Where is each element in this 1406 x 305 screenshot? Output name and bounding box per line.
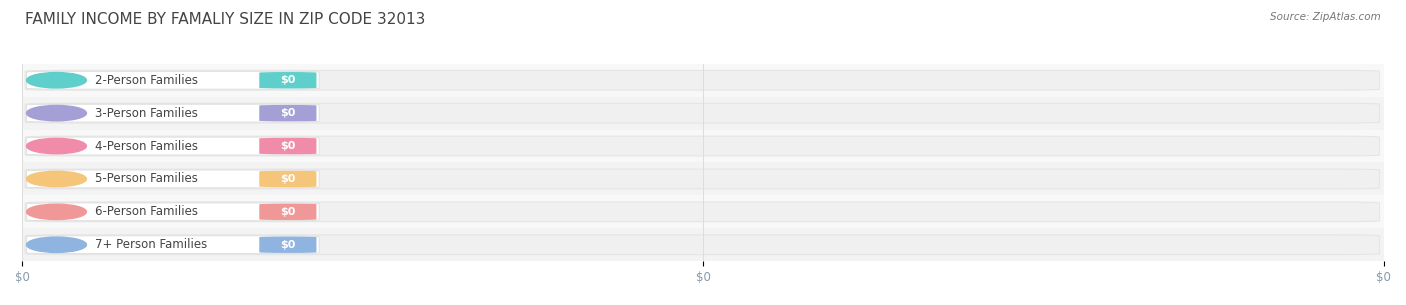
Text: 7+ Person Families: 7+ Person Families (94, 238, 207, 251)
Ellipse shape (27, 138, 86, 154)
Text: 3-Person Families: 3-Person Families (94, 107, 197, 120)
Bar (22, 196, 1384, 228)
Text: $0: $0 (280, 240, 295, 250)
Bar (22, 130, 1384, 163)
Text: 4-Person Families: 4-Person Families (94, 140, 198, 152)
FancyBboxPatch shape (27, 170, 319, 188)
FancyBboxPatch shape (25, 103, 1379, 123)
FancyBboxPatch shape (259, 72, 316, 88)
Bar (22, 64, 1384, 97)
Text: $0: $0 (280, 75, 295, 85)
Text: $0: $0 (280, 141, 295, 151)
FancyBboxPatch shape (259, 236, 316, 253)
Text: FAMILY INCOME BY FAMALIY SIZE IN ZIP CODE 32013: FAMILY INCOME BY FAMALIY SIZE IN ZIP COD… (25, 12, 426, 27)
FancyBboxPatch shape (259, 105, 316, 121)
Ellipse shape (27, 106, 86, 121)
FancyBboxPatch shape (27, 236, 319, 254)
FancyBboxPatch shape (259, 204, 316, 220)
Text: 5-Person Families: 5-Person Families (94, 172, 197, 185)
Text: $0: $0 (280, 108, 295, 118)
Bar (22, 97, 1384, 130)
Text: $0: $0 (280, 207, 295, 217)
Text: 2-Person Families: 2-Person Families (94, 74, 198, 87)
FancyBboxPatch shape (25, 70, 1379, 90)
Text: $0: $0 (280, 174, 295, 184)
FancyBboxPatch shape (27, 137, 319, 155)
FancyBboxPatch shape (25, 169, 1379, 189)
Bar (22, 163, 1384, 196)
FancyBboxPatch shape (25, 136, 1379, 156)
Text: Source: ZipAtlas.com: Source: ZipAtlas.com (1270, 12, 1381, 22)
FancyBboxPatch shape (259, 138, 316, 154)
Ellipse shape (27, 237, 86, 253)
FancyBboxPatch shape (27, 203, 319, 221)
FancyBboxPatch shape (27, 71, 319, 89)
FancyBboxPatch shape (25, 202, 1379, 222)
FancyBboxPatch shape (27, 104, 319, 122)
FancyBboxPatch shape (259, 171, 316, 187)
FancyBboxPatch shape (25, 235, 1379, 255)
Bar (22, 228, 1384, 261)
Ellipse shape (27, 171, 86, 187)
Ellipse shape (27, 204, 86, 220)
Text: 6-Person Families: 6-Person Families (94, 205, 198, 218)
Ellipse shape (27, 73, 86, 88)
